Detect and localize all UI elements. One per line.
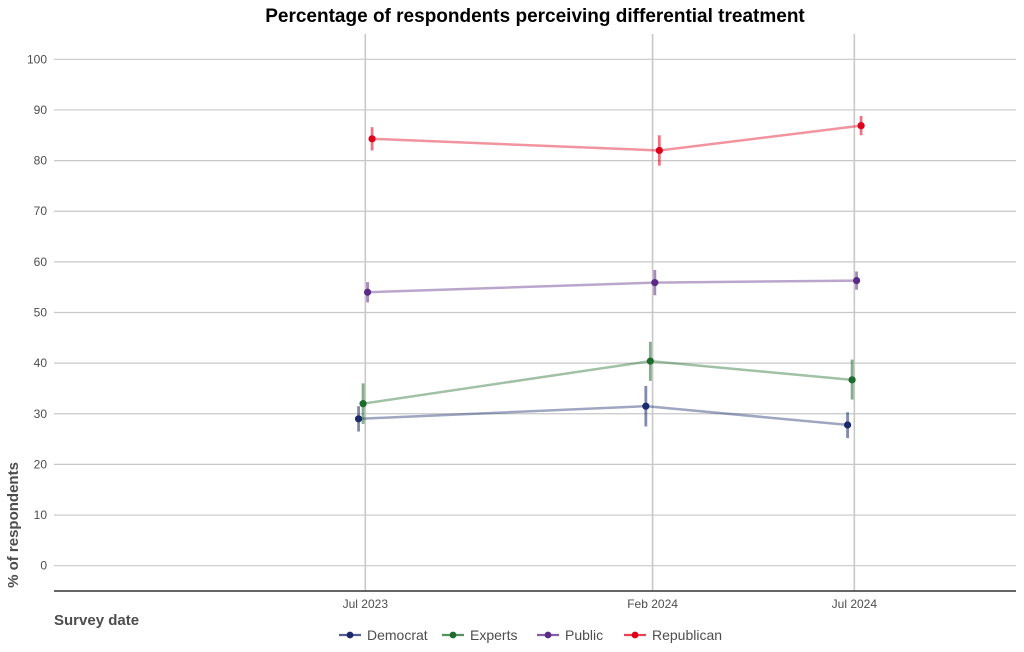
data-point (843, 421, 852, 429)
x-tick-label: Feb 2024 (627, 597, 678, 611)
y-axis-title: % of respondents (5, 462, 22, 588)
x-axis-title: Survey date (54, 612, 139, 629)
series-line (367, 279, 857, 294)
data-point (359, 400, 367, 408)
y-tick-label: 30 (34, 407, 48, 421)
axes: 0 10 20 30 40 50 60 70 80 90 100 Jul 2023 Feb 2024 Ju… (27, 52, 1016, 611)
series-line (362, 359, 853, 405)
series-group (354, 116, 865, 439)
series-republican (368, 116, 865, 166)
chart-title: Percentage of respondents perceiving dif… (265, 6, 805, 27)
data-point (646, 357, 654, 365)
legend-item-democrat: Democrat (339, 627, 428, 643)
legend-item-public: Public (537, 627, 603, 643)
legend-item-experts: Experts (442, 627, 517, 643)
y-tick-label: 100 (27, 52, 47, 66)
series-line (372, 124, 862, 152)
y-tick-label: 40 (34, 356, 48, 370)
data-point (848, 376, 856, 384)
y-tick-label: 10 (34, 508, 48, 522)
legend-key-point (544, 631, 552, 639)
legend-key-point (449, 631, 457, 639)
grid (54, 34, 1016, 591)
legend-label: Public (565, 627, 603, 643)
series-experts (359, 341, 856, 424)
y-tick-label: 80 (34, 154, 48, 168)
legend: Democrat Experts Public Republican (339, 627, 722, 643)
legend-key-point (631, 631, 639, 639)
y-tick-label: 50 (34, 306, 48, 320)
series-public (363, 269, 861, 303)
legend-label: Experts (470, 627, 517, 643)
legend-label: Democrat (367, 627, 428, 643)
data-point (655, 146, 663, 155)
data-point (852, 276, 861, 285)
data-point (368, 135, 376, 143)
data-point (651, 279, 659, 287)
y-tick-label: 0 (40, 559, 47, 573)
legend-label: Republican (652, 627, 722, 643)
y-tick-label: 60 (34, 255, 48, 269)
series-democrat (354, 385, 852, 439)
data-point (642, 402, 650, 410)
x-tick-label: Jul 2023 (343, 597, 389, 611)
y-tick-label: 70 (34, 204, 48, 218)
data-point (363, 288, 372, 296)
legend-item-republican: Republican (624, 627, 722, 643)
data-point (354, 415, 363, 423)
series-line (358, 404, 848, 427)
y-tick-label: 20 (34, 457, 48, 471)
y-tick-label: 90 (34, 103, 48, 117)
legend-key-point (346, 631, 354, 639)
x-tick-label: Jul 2024 (832, 597, 878, 611)
data-point (857, 122, 865, 130)
